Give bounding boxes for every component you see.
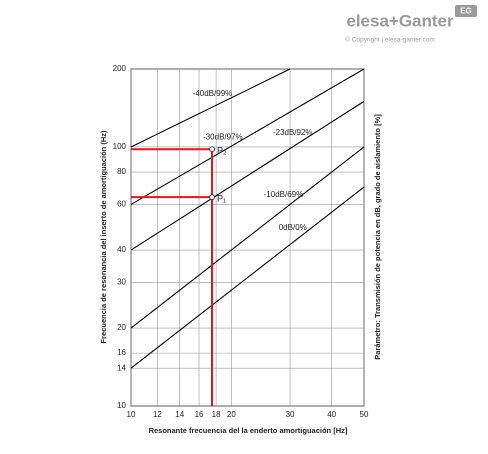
x-tick-label: 10 xyxy=(127,410,136,419)
series-label: -10dB/69% xyxy=(264,190,304,199)
y2-axis-title: Parámetro: Transmisión de potencia en dB… xyxy=(373,114,382,360)
series-label: 0dB/0% xyxy=(279,223,307,232)
y-tick-label: 20 xyxy=(117,323,126,332)
x-tick-label: 16 xyxy=(195,410,204,419)
point-label: P₂ xyxy=(217,146,227,156)
y-axis-title: Frecuencia de resonancia del inserto de … xyxy=(99,130,108,343)
point-marker xyxy=(209,194,215,201)
badge: EG xyxy=(460,7,472,16)
series-label: -40dB/99% xyxy=(193,89,233,98)
y-tick-label: 14 xyxy=(117,363,126,372)
series-line xyxy=(130,186,365,369)
series-label: -23dB/92% xyxy=(273,128,313,137)
series-line xyxy=(130,100,365,251)
x-tick-label: 20 xyxy=(227,410,236,419)
series-line xyxy=(130,68,365,205)
point-marker xyxy=(209,146,215,153)
y-tick-label: 200 xyxy=(113,64,127,73)
x-tick-label: 12 xyxy=(153,410,162,419)
y-tick-label: 40 xyxy=(117,245,126,254)
y-tick-label: 16 xyxy=(117,348,126,357)
series-line xyxy=(130,146,365,329)
x-tick-label: 40 xyxy=(327,410,336,419)
point-label: P₁ xyxy=(217,194,226,204)
copyright: © Copyright | elesa-ganter.com xyxy=(345,36,435,44)
y-tick-label: 60 xyxy=(117,200,126,209)
y-tick-label: 80 xyxy=(117,167,126,176)
y-tick-label: 100 xyxy=(113,142,127,151)
y-tick-label: 10 xyxy=(117,401,126,410)
x-tick-label: 18 xyxy=(212,410,221,419)
y-tick-label: 30 xyxy=(117,278,126,287)
x-axis-title: Resonante frecuencia del la enderto amor… xyxy=(149,426,348,435)
series-label: -30dB/97% xyxy=(203,133,243,142)
brand: elesa+Ganter xyxy=(346,11,454,30)
series-line xyxy=(130,68,291,148)
x-tick-label: 14 xyxy=(175,410,184,419)
x-tick-label: 50 xyxy=(360,410,369,419)
x-tick-label: 30 xyxy=(286,410,295,419)
badge-box xyxy=(455,5,477,17)
